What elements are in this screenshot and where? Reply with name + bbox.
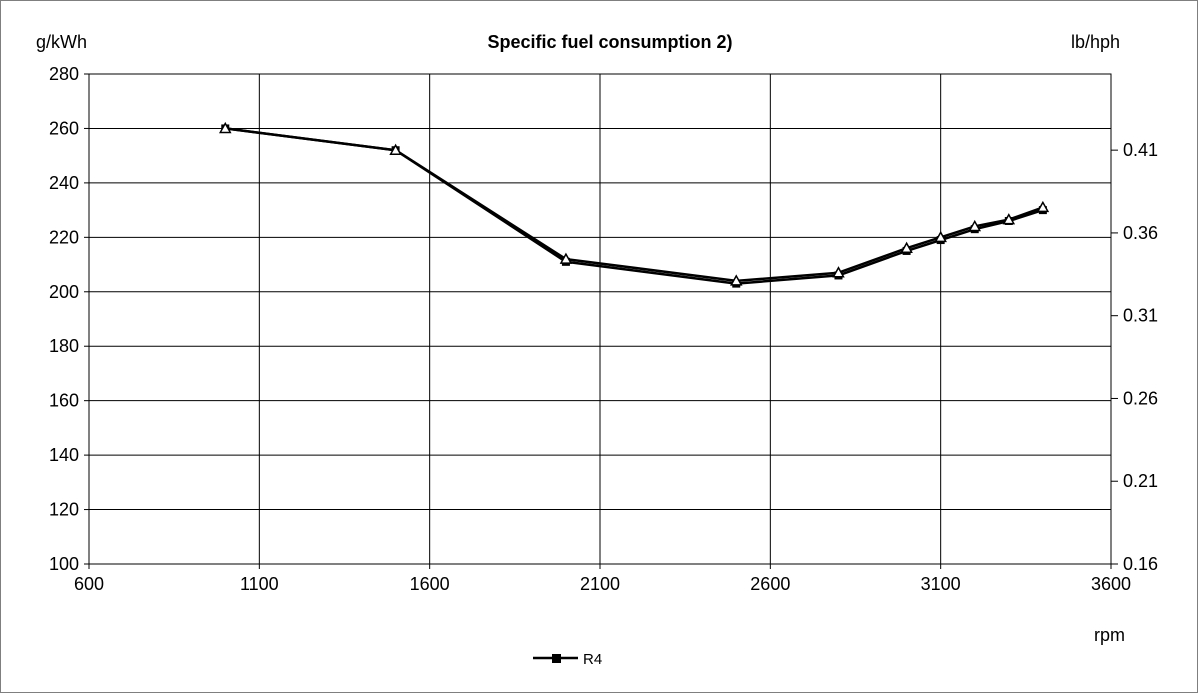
y2-tick-label: 0.21	[1123, 471, 1158, 491]
y2-tick-label: 0.41	[1123, 140, 1158, 160]
y2-tick-label: 0.36	[1123, 223, 1158, 243]
x-tick-label: 2600	[750, 574, 790, 594]
y-tick-label: 240	[49, 173, 79, 193]
series-point-1	[968, 219, 982, 232]
series-layer	[218, 121, 1050, 288]
y-tick-label: 220	[49, 227, 79, 247]
legend-label-r4: R4	[583, 651, 602, 668]
y-tick-label: 120	[49, 500, 79, 520]
y2-tick-label: 0.31	[1123, 306, 1158, 326]
series-point-1	[729, 274, 743, 286]
legend-marker-r4	[552, 654, 561, 663]
series-point-1	[1036, 200, 1050, 213]
y-axis-label: g/kWh	[36, 32, 87, 52]
x-tick-label: 2100	[580, 574, 620, 594]
y-tick-label: 200	[49, 282, 79, 302]
x-tick-label: 3600	[1091, 574, 1131, 594]
x-tick-label: 1600	[410, 574, 450, 594]
chart-title: Specific fuel consumption 2)	[487, 32, 732, 52]
x-tick-label: 1100	[240, 574, 279, 594]
y-tick-label: 260	[49, 118, 79, 138]
y-tick-label: 100	[49, 554, 79, 574]
grid-layer	[89, 74, 1111, 564]
series-point-1	[218, 121, 232, 134]
y2-tick-label: 0.26	[1123, 388, 1158, 408]
y2-axis-label: lb/hph	[1071, 32, 1120, 52]
series-point-1	[559, 252, 573, 264]
series-point-1	[900, 241, 913, 253]
series-point-1	[934, 230, 947, 243]
y-tick-label: 180	[49, 336, 79, 356]
x-tick-label: 3100	[921, 574, 961, 594]
axis-layer: 600 1100 1600 2100 2600 3100 3600 100 120 140 160 1…	[49, 64, 1158, 594]
series-point-1	[832, 266, 845, 278]
y-tick-label: 280	[49, 64, 79, 84]
x-tick-label: 600	[74, 574, 104, 594]
x-axis-label: rpm	[1094, 625, 1125, 645]
y-tick-label: 160	[49, 391, 79, 411]
series-point-1	[1002, 213, 1016, 225]
y2-tick-label: 0.16	[1123, 554, 1158, 574]
legend: R4	[533, 651, 602, 668]
y-tick-label: 140	[49, 445, 79, 465]
series-point-1	[389, 143, 402, 155]
series-line-1	[225, 127, 1044, 283]
